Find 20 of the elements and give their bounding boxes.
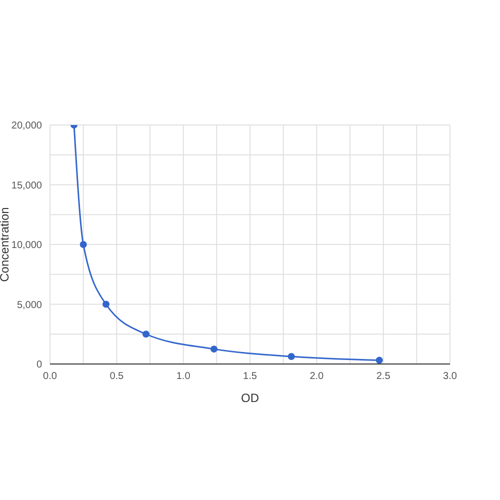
x-tick-label: 1.0	[176, 371, 191, 382]
point	[102, 300, 110, 308]
x-tick-label: 2.0	[310, 371, 324, 382]
y-axis-title: Concentration	[0, 207, 12, 282]
y-tick-label: 10,000	[11, 240, 42, 252]
x-axis-title: OD	[241, 391, 260, 405]
x-tick-label: 1.5	[243, 371, 258, 382]
y-tick-label: 0	[36, 360, 42, 371]
x-tick-label: 2.5	[376, 371, 391, 382]
x-tick-label: 0.0	[43, 371, 58, 382]
y-tick-label: 20,000	[11, 120, 42, 132]
x-tick-label: 0.5	[110, 371, 124, 382]
x-tick-label: 3.0	[443, 371, 458, 382]
y-tick-label: 5,000	[16, 300, 42, 311]
point	[142, 330, 150, 338]
y-tick-label: 15,000	[11, 180, 42, 192]
point	[288, 353, 295, 360]
point	[210, 346, 218, 353]
point	[80, 241, 87, 248]
point	[376, 356, 383, 364]
